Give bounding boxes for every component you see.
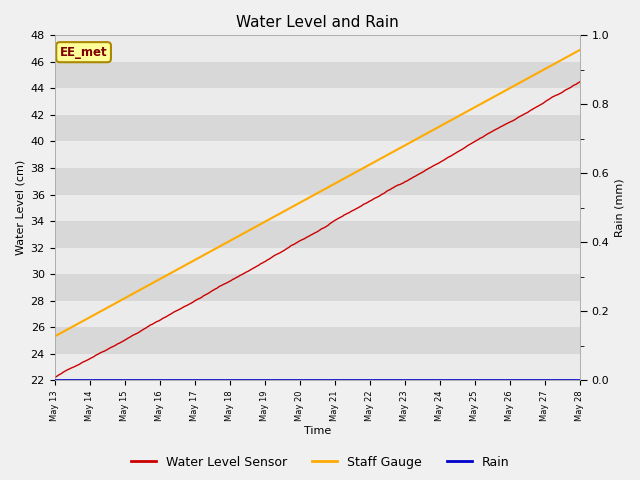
Text: EE_met: EE_met [60, 46, 108, 59]
Y-axis label: Water Level (cm): Water Level (cm) [15, 160, 25, 255]
Y-axis label: Rain (mm): Rain (mm) [615, 179, 625, 237]
Title: Water Level and Rain: Water Level and Rain [236, 15, 399, 30]
Bar [54, 88, 580, 115]
Bar [54, 36, 580, 62]
Bar [54, 327, 580, 354]
Bar [54, 354, 580, 380]
Bar [54, 194, 580, 221]
Bar [54, 62, 580, 88]
Bar [54, 142, 580, 168]
Bar [54, 248, 580, 274]
Bar [54, 221, 580, 248]
Bar [54, 274, 580, 300]
Bar [54, 115, 580, 142]
Legend: Water Level Sensor, Staff Gauge, Rain: Water Level Sensor, Staff Gauge, Rain [125, 451, 515, 474]
Bar [54, 300, 580, 327]
Bar [54, 168, 580, 194]
X-axis label: Time: Time [303, 426, 331, 436]
